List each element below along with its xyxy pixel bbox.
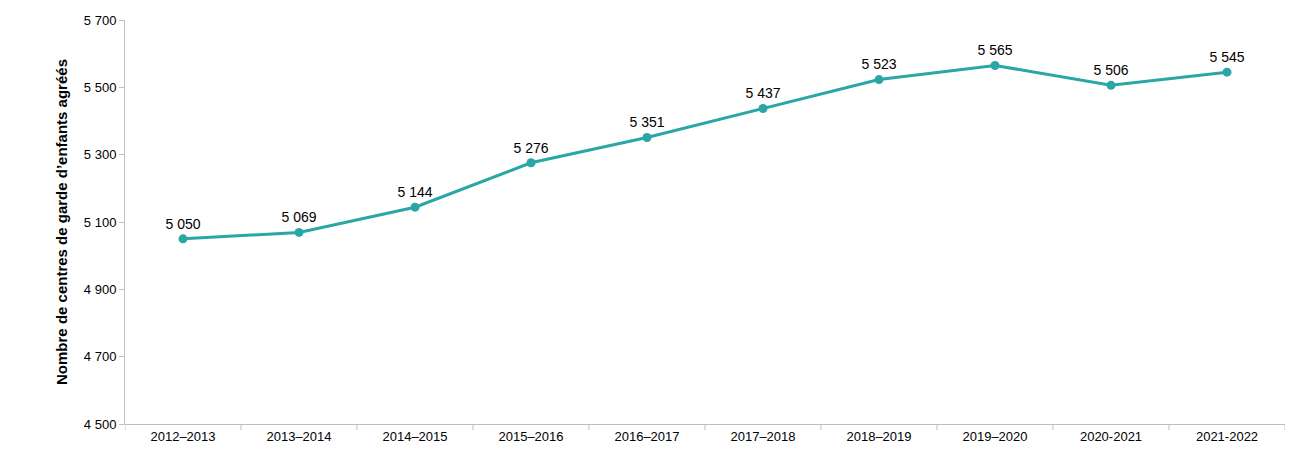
svg-text:2015–2016: 2015–2016: [498, 429, 563, 444]
svg-text:5 351: 5 351: [629, 114, 664, 130]
svg-text:2014–2015: 2014–2015: [382, 429, 447, 444]
svg-text:5 437: 5 437: [745, 85, 780, 101]
svg-text:5 565: 5 565: [977, 42, 1012, 58]
svg-text:2012–2013: 2012–2013: [150, 429, 215, 444]
svg-text:5 506: 5 506: [1093, 62, 1128, 78]
svg-text:2019–2020: 2019–2020: [962, 429, 1027, 444]
svg-text:4 500: 4 500: [84, 417, 117, 432]
svg-text:5 069: 5 069: [281, 209, 316, 225]
svg-text:4 700: 4 700: [84, 349, 117, 364]
svg-text:5 050: 5 050: [165, 216, 200, 232]
svg-text:Nombre de centres de garde d’e: Nombre de centres de garde d’enfants agr…: [53, 59, 70, 385]
svg-text:5 300: 5 300: [84, 147, 117, 162]
svg-text:5 144: 5 144: [397, 184, 432, 200]
svg-text:2013–2014: 2013–2014: [266, 429, 331, 444]
svg-text:5 700: 5 700: [84, 13, 117, 28]
svg-text:5 523: 5 523: [861, 56, 896, 72]
svg-text:5 100: 5 100: [84, 215, 117, 230]
svg-text:2021-2022: 2021-2022: [1196, 429, 1258, 444]
svg-text:5 276: 5 276: [513, 140, 548, 156]
svg-text:5 500: 5 500: [84, 80, 117, 95]
svg-text:2018–2019: 2018–2019: [846, 429, 911, 444]
svg-text:2020-2021: 2020-2021: [1080, 429, 1142, 444]
svg-text:2016–2017: 2016–2017: [614, 429, 679, 444]
svg-text:4 900: 4 900: [84, 282, 117, 297]
svg-text:2017–2018: 2017–2018: [730, 429, 795, 444]
svg-text:5 545: 5 545: [1209, 49, 1244, 65]
